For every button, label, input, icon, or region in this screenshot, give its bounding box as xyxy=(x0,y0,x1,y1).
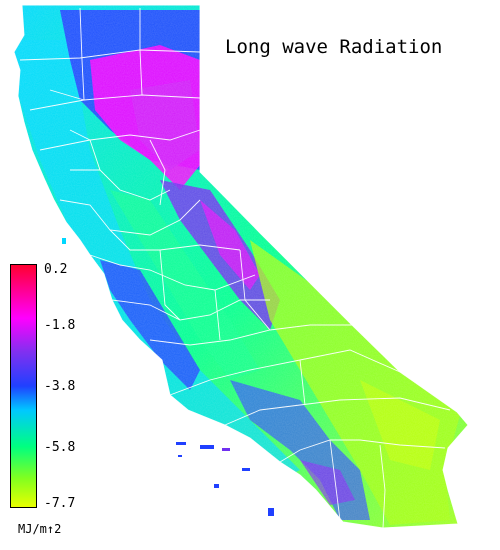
channel-islands xyxy=(62,238,274,516)
county-boundaries xyxy=(13,4,469,529)
legend-tick-3: -3.8 xyxy=(44,379,76,394)
legend-tick-min: -7.7 xyxy=(44,496,76,511)
legend-tick-max: 0.2 xyxy=(44,262,68,277)
legend-tick-4: -5.8 xyxy=(44,440,76,455)
legend-unit: MJ/m↑2 xyxy=(18,522,62,536)
color-scale-bar xyxy=(10,264,37,508)
map-title: Long wave Radiation xyxy=(225,36,443,58)
legend-tick-2: -1.8 xyxy=(44,318,76,333)
